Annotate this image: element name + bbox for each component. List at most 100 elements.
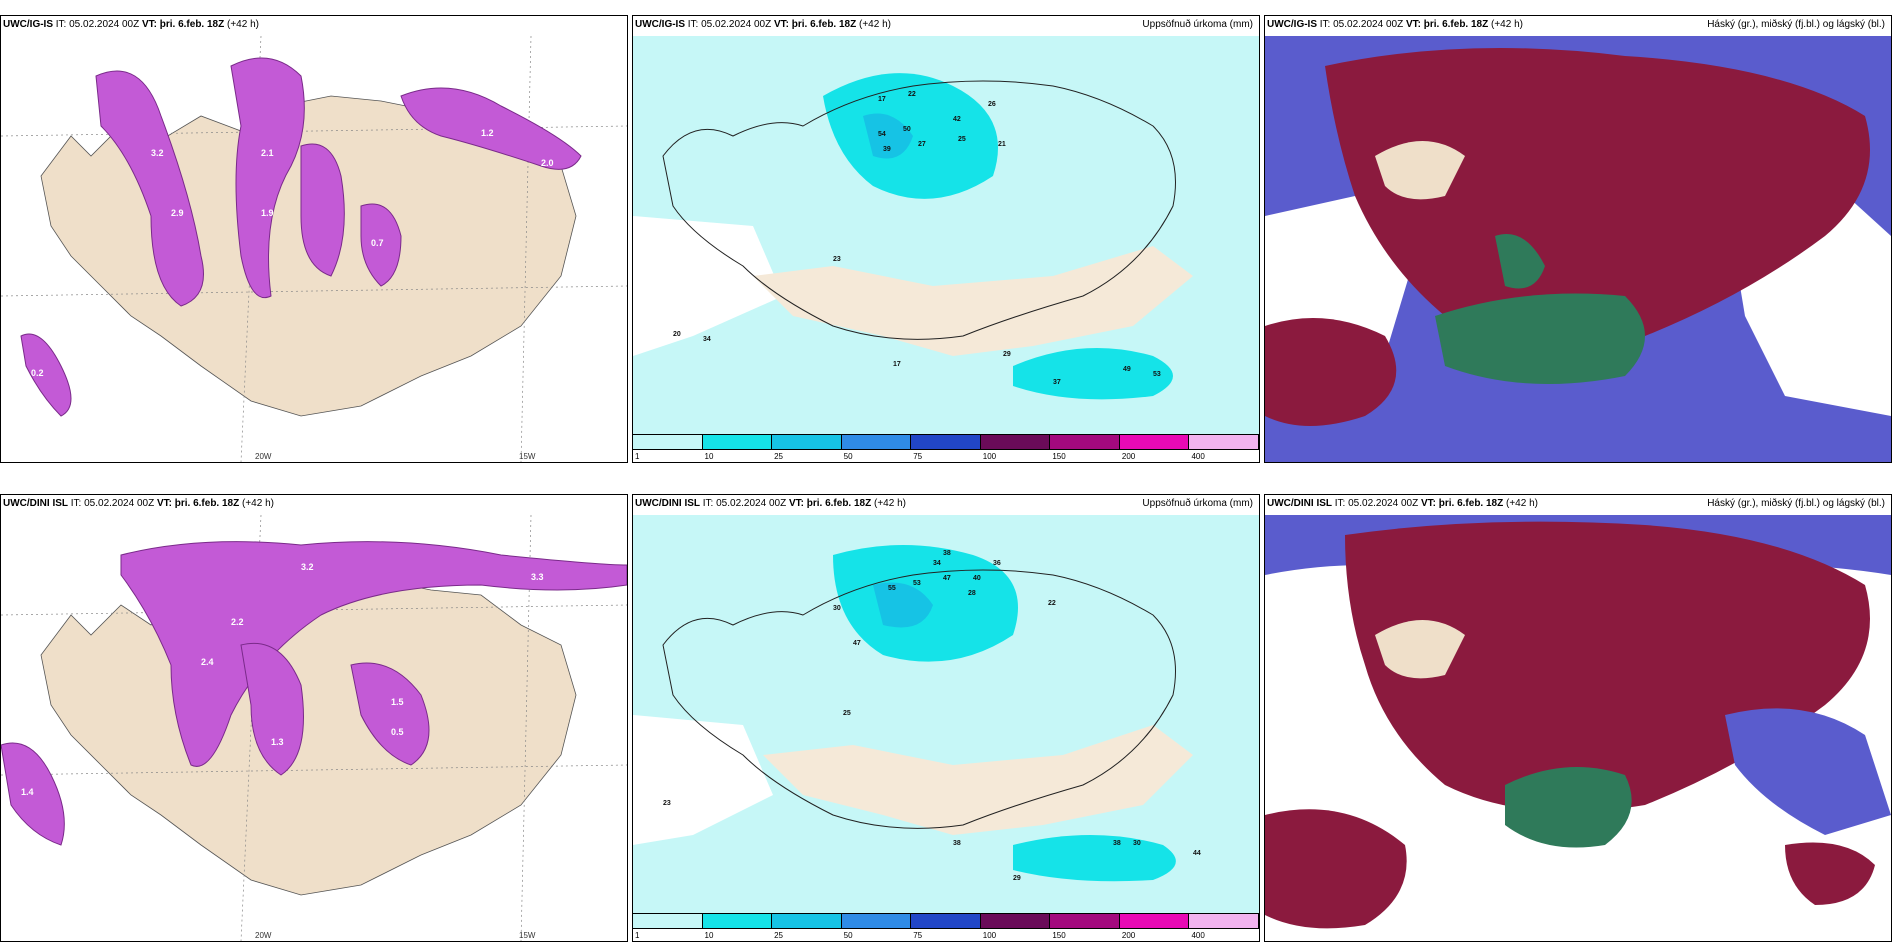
svg-text:22: 22 bbox=[908, 91, 916, 98]
colorbar-swatch bbox=[1189, 913, 1259, 929]
colorbar-label: 100 bbox=[982, 452, 997, 461]
colorbar-swatch bbox=[702, 913, 773, 929]
cloud-panel-row1: UWC/IG-IS IT: 05.02.2024 00Z VT: þri. 6.… bbox=[1264, 15, 1892, 463]
svg-text:0.2: 0.2 bbox=[31, 368, 44, 378]
lon-label: 20W bbox=[255, 452, 272, 461]
colorbar-swatch bbox=[633, 434, 703, 450]
precip-panel-row2: UWC/DINI ISL IT: 05.02.2024 00Z VT: þri.… bbox=[632, 494, 1260, 942]
cloud-title: Háský (gr.), miðský (fj.bl.) og lágský (… bbox=[1707, 498, 1885, 509]
svg-text:29: 29 bbox=[1003, 351, 1011, 358]
svg-text:20: 20 bbox=[673, 331, 681, 338]
svg-text:53: 53 bbox=[913, 580, 921, 587]
colorbar-swatch bbox=[772, 434, 842, 450]
colorbar-label: 75 bbox=[913, 452, 923, 461]
colorbar-label: 200 bbox=[1121, 452, 1136, 461]
colorbar-swatch bbox=[911, 434, 981, 450]
svg-text:1.9: 1.9 bbox=[261, 208, 274, 218]
precip-map: 17 22 50 54 39 27 42 25 26 21 23 29 49 53 37 20 34 1… bbox=[633, 36, 1259, 434]
svg-text:25: 25 bbox=[843, 710, 851, 717]
svg-text:3.2: 3.2 bbox=[151, 148, 164, 158]
svg-text:50: 50 bbox=[903, 126, 911, 133]
colorbar-label: 400 bbox=[1191, 931, 1205, 940]
colorbar-swatch bbox=[772, 913, 842, 929]
precip-title: Uppsöfnuð úrkoma (mm) bbox=[1142, 19, 1253, 30]
panel-header: UWC/IG-IS IT: 05.02.2024 00Z VT: þri. 6.… bbox=[3, 19, 259, 30]
svg-text:34: 34 bbox=[703, 336, 711, 343]
svg-text:42: 42 bbox=[953, 116, 961, 123]
precip-panel-row1: UWC/IG-IS IT: 05.02.2024 00Z VT: þri. 6.… bbox=[632, 15, 1260, 463]
colorbar-swatch bbox=[1050, 434, 1120, 450]
svg-text:54: 54 bbox=[878, 131, 886, 138]
colorbar-swatch bbox=[841, 913, 912, 929]
colorbar-label: 25 bbox=[774, 931, 784, 940]
svg-text:26: 26 bbox=[988, 101, 996, 108]
colorbar-swatch bbox=[1119, 913, 1190, 929]
svg-text:1.3: 1.3 bbox=[271, 737, 284, 747]
colorbar-swatch bbox=[980, 913, 1051, 929]
svg-text:1.4: 1.4 bbox=[21, 787, 34, 797]
svg-text:27: 27 bbox=[918, 141, 926, 148]
panel-header: UWC/IG-IS IT: 05.02.2024 00Z VT: þri. 6.… bbox=[1267, 19, 1523, 30]
svg-text:25: 25 bbox=[958, 136, 966, 143]
lon-label: 15W bbox=[519, 931, 536, 940]
colorbar-label: 50 bbox=[843, 452, 853, 461]
colorbar-label: 150 bbox=[1052, 931, 1066, 940]
colorbar: 1 10 25 50 75 100 150 200 400 bbox=[633, 434, 1259, 462]
colorbar-label: 1 bbox=[635, 931, 640, 940]
svg-text:53: 53 bbox=[1153, 371, 1161, 378]
colorbar-label: 200 bbox=[1121, 931, 1136, 940]
lon-label: 15W bbox=[519, 452, 536, 461]
colorbar-label: 50 bbox=[843, 931, 853, 940]
svg-text:30: 30 bbox=[1133, 840, 1141, 847]
svg-text:28: 28 bbox=[968, 590, 976, 597]
svg-text:38: 38 bbox=[943, 550, 951, 557]
precip-title: Uppsöfnuð úrkoma (mm) bbox=[1142, 498, 1253, 509]
svg-text:37: 37 bbox=[1053, 379, 1061, 386]
svg-text:34: 34 bbox=[933, 560, 941, 567]
lon-label: 20W bbox=[255, 931, 272, 940]
svg-text:38: 38 bbox=[953, 840, 961, 847]
svg-text:44: 44 bbox=[1193, 850, 1201, 857]
svg-text:23: 23 bbox=[833, 256, 841, 263]
colorbar-swatch bbox=[980, 434, 1051, 450]
colorbar-label: 75 bbox=[913, 931, 923, 940]
svg-text:2.9: 2.9 bbox=[171, 208, 184, 218]
snow-panel-row1: UWC/IG-IS IT: 05.02.2024 00Z VT: þri. 6.… bbox=[0, 15, 628, 463]
colorbar-swatch bbox=[1050, 913, 1120, 929]
snow-map: 3.2 3.3 2.2 2.4 1.3 1.5 0.5 1.4 bbox=[1, 515, 627, 941]
svg-text:30: 30 bbox=[833, 605, 841, 612]
svg-text:17: 17 bbox=[878, 96, 886, 103]
colorbar-label: 100 bbox=[982, 931, 997, 940]
svg-text:2.1: 2.1 bbox=[261, 148, 274, 158]
colorbar-swatch bbox=[841, 434, 912, 450]
cloud-map bbox=[1265, 36, 1891, 462]
colorbar-label: 25 bbox=[774, 452, 784, 461]
colorbar-swatch bbox=[1119, 434, 1190, 450]
cloud-map bbox=[1265, 515, 1891, 941]
svg-text:0.7: 0.7 bbox=[371, 238, 384, 248]
snow-map: 3.2 2.9 2.1 1.9 1.2 2.0 0.7 0.2 bbox=[1, 36, 627, 462]
svg-text:0.5: 0.5 bbox=[391, 727, 404, 737]
colorbar-label: 1 bbox=[635, 452, 640, 461]
colorbar-label: 10 bbox=[704, 452, 714, 461]
svg-text:40: 40 bbox=[973, 575, 981, 582]
panel-header: UWC/IG-IS IT: 05.02.2024 00Z VT: þri. 6.… bbox=[635, 19, 891, 30]
svg-text:36: 36 bbox=[993, 560, 1001, 567]
svg-text:49: 49 bbox=[1123, 366, 1131, 373]
svg-text:47: 47 bbox=[943, 575, 951, 582]
svg-text:23: 23 bbox=[663, 800, 671, 807]
panel-header: UWC/DINI ISL IT: 05.02.2024 00Z VT: þri.… bbox=[1267, 498, 1538, 509]
panel-header: UWC/DINI ISL IT: 05.02.2024 00Z VT: þri.… bbox=[635, 498, 906, 509]
svg-text:2.4: 2.4 bbox=[201, 657, 214, 667]
svg-text:55: 55 bbox=[888, 585, 896, 592]
colorbar-label: 150 bbox=[1052, 452, 1066, 461]
svg-text:47: 47 bbox=[853, 640, 861, 647]
svg-text:39: 39 bbox=[883, 146, 891, 153]
svg-text:1.2: 1.2 bbox=[481, 128, 494, 138]
colorbar-swatch bbox=[702, 434, 773, 450]
snow-panel-row2: UWC/DINI ISL IT: 05.02.2024 00Z VT: þri.… bbox=[0, 494, 628, 942]
svg-text:29: 29 bbox=[1013, 875, 1021, 882]
colorbar-swatch bbox=[1189, 434, 1259, 450]
svg-text:38: 38 bbox=[1113, 840, 1121, 847]
